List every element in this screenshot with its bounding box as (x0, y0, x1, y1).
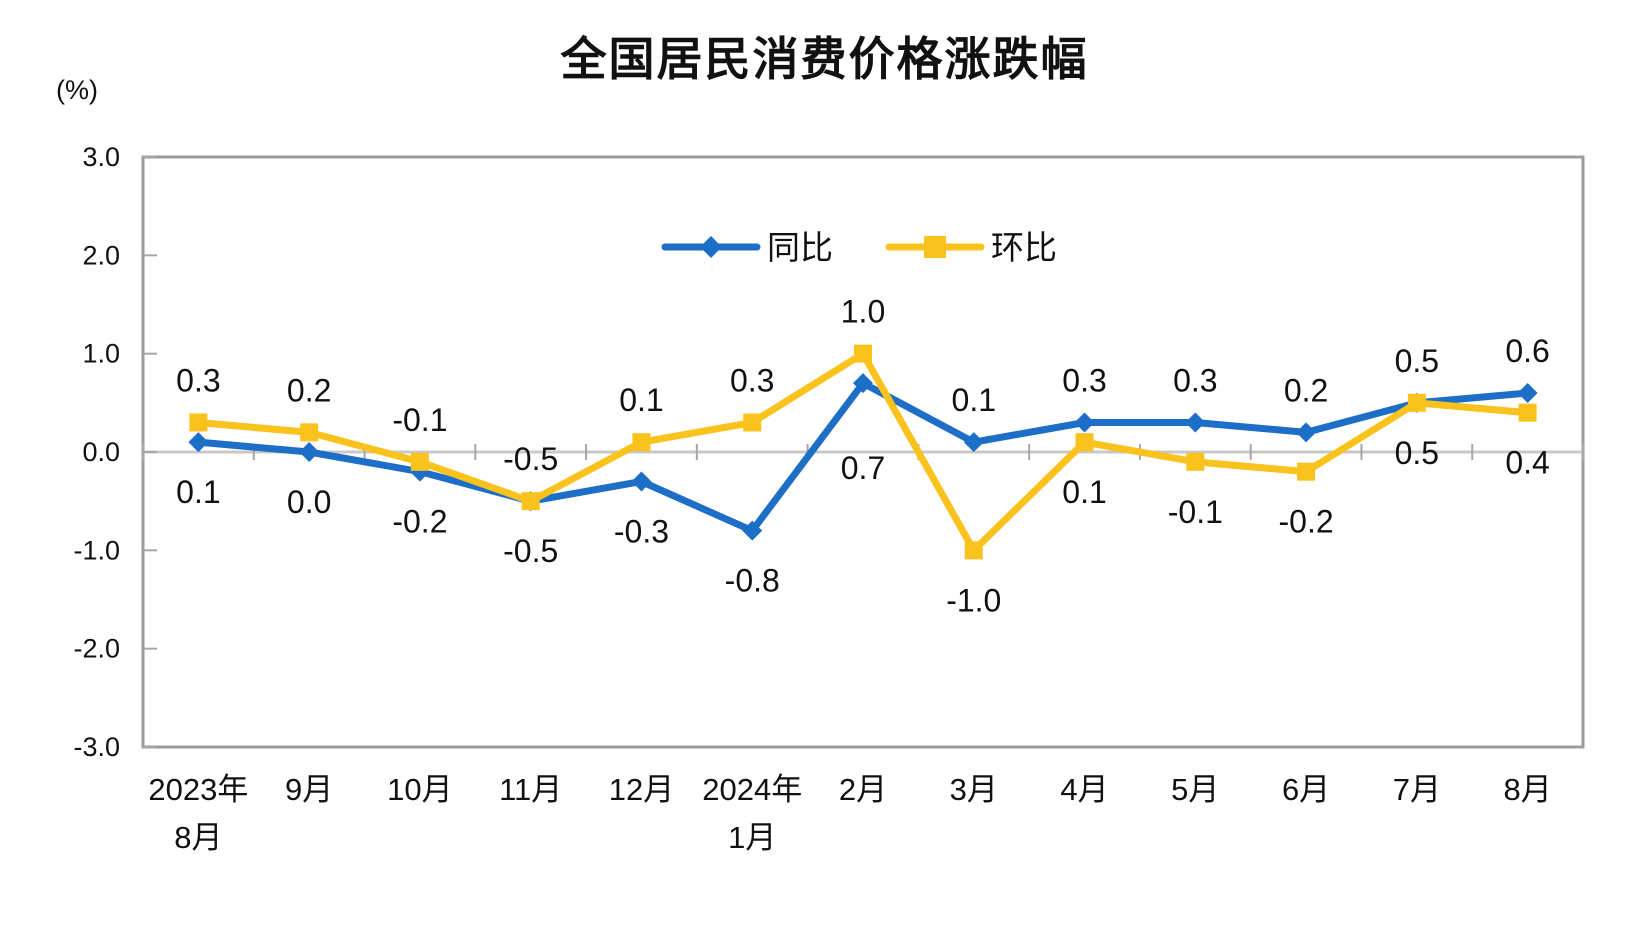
data-point-marker-yoy (1185, 412, 1206, 433)
legend: 同比 环比 (661, 229, 1057, 266)
x-axis-label: 10月 (387, 772, 452, 807)
data-label-mom: 0.3 (176, 363, 220, 399)
data-point-marker-yoy (631, 471, 652, 492)
legend-label-mom: 环比 (991, 229, 1057, 266)
data-point-marker-yoy (742, 520, 763, 541)
x-axis-label: 2月 (839, 772, 887, 807)
data-label-mom: -0.1 (392, 402, 447, 438)
data-point-marker-mom (743, 413, 762, 432)
x-axis-label: 2023年 (148, 772, 248, 807)
data-label-mom: 0.3 (730, 363, 774, 399)
x-axis-label: 7月 (1393, 772, 1441, 807)
data-label-mom: 0.1 (619, 382, 663, 418)
x-axis-label: 5月 (1171, 772, 1219, 807)
y-axis-unit-label: (%) (56, 75, 98, 105)
y-axis-tick-label: 3.0 (82, 142, 120, 172)
data-point-marker-yoy (1296, 422, 1317, 443)
data-point-marker-mom (1075, 433, 1094, 452)
data-point-marker-mom (1407, 393, 1426, 412)
x-axis-label: 8月 (1503, 772, 1551, 807)
data-point-marker-mom (1297, 462, 1316, 481)
data-point-marker-mom (300, 423, 319, 442)
y-axis-tick-label: -3.0 (73, 732, 120, 762)
data-point-marker-mom (410, 452, 429, 471)
y-axis-tick-label: 1.0 (82, 339, 120, 369)
data-label-yoy: 0.3 (1062, 363, 1106, 399)
data-point-marker-mom (1518, 403, 1537, 422)
data-label-mom: -1.0 (946, 582, 1001, 618)
y-axis-tick-label: 0.0 (82, 437, 120, 467)
data-point-marker-yoy (1074, 412, 1095, 433)
x-axis-label: 12月 (609, 772, 674, 807)
legend-marker-mom (924, 236, 946, 258)
data-point-marker-mom (1186, 452, 1205, 471)
data-point-marker-yoy (963, 432, 984, 453)
data-point-marker-yoy (299, 442, 320, 462)
x-axis-label: 4月 (1060, 772, 1108, 807)
x-axis-label: 2024年 (702, 772, 802, 807)
data-label-yoy: 0.0 (287, 484, 331, 520)
data-point-marker-mom (964, 541, 983, 560)
data-label-yoy: -0.8 (725, 563, 780, 599)
data-point-marker-mom (632, 433, 651, 452)
chart-title: 全国居民消费价格涨跌幅 (560, 33, 1089, 85)
data-label-mom: -0.1 (1168, 494, 1223, 530)
x-axis-label: 9月 (285, 772, 333, 807)
data-label-yoy: 0.3 (1173, 363, 1217, 399)
data-point-marker-mom (521, 492, 540, 511)
data-label-yoy: 0.7 (841, 450, 885, 486)
x-axis-label: 11月 (499, 772, 562, 807)
data-label-yoy: -0.3 (614, 514, 669, 550)
data-label-mom: 0.2 (287, 372, 331, 408)
legend-marker-yoy (700, 236, 722, 258)
x-axis-label: 6月 (1282, 772, 1330, 807)
data-point-marker-yoy (1517, 383, 1538, 403)
data-label-mom: -0.5 (503, 441, 558, 477)
data-label-yoy: -0.5 (503, 533, 558, 569)
data-label-yoy: 0.1 (176, 474, 220, 510)
data-label-mom: 1.0 (841, 294, 885, 330)
data-point-marker-mom (854, 344, 872, 363)
data-label-yoy: 0.2 (1284, 372, 1328, 408)
legend-item-mom: 环比 (885, 229, 1057, 266)
x-axis-label: 1月 (728, 820, 776, 855)
data-label-yoy: 0.5 (1395, 435, 1439, 471)
legend-item-yoy: 同比 (661, 229, 833, 266)
x-axis-label: 8月 (174, 820, 222, 855)
y-axis-tick-label: 2.0 (82, 240, 120, 270)
data-label-mom: 0.5 (1395, 343, 1439, 379)
data-label-yoy: -0.2 (392, 504, 447, 540)
y-axis-tick-label: -1.0 (73, 535, 120, 565)
x-axis-label: 3月 (950, 772, 998, 807)
legend-label-yoy: 同比 (767, 229, 833, 266)
data-label-yoy: 0.6 (1505, 333, 1549, 369)
y-axis-tick-label: -2.0 (73, 634, 120, 664)
data-label-mom: 0.4 (1505, 445, 1549, 481)
data-label-yoy: 0.1 (952, 382, 996, 418)
data-label-mom: 0.1 (1062, 474, 1106, 510)
data-point-marker-yoy (853, 373, 873, 394)
data-point-marker-mom (189, 413, 208, 432)
data-point-marker-yoy (188, 432, 209, 453)
data-label-mom: -0.2 (1279, 504, 1334, 540)
